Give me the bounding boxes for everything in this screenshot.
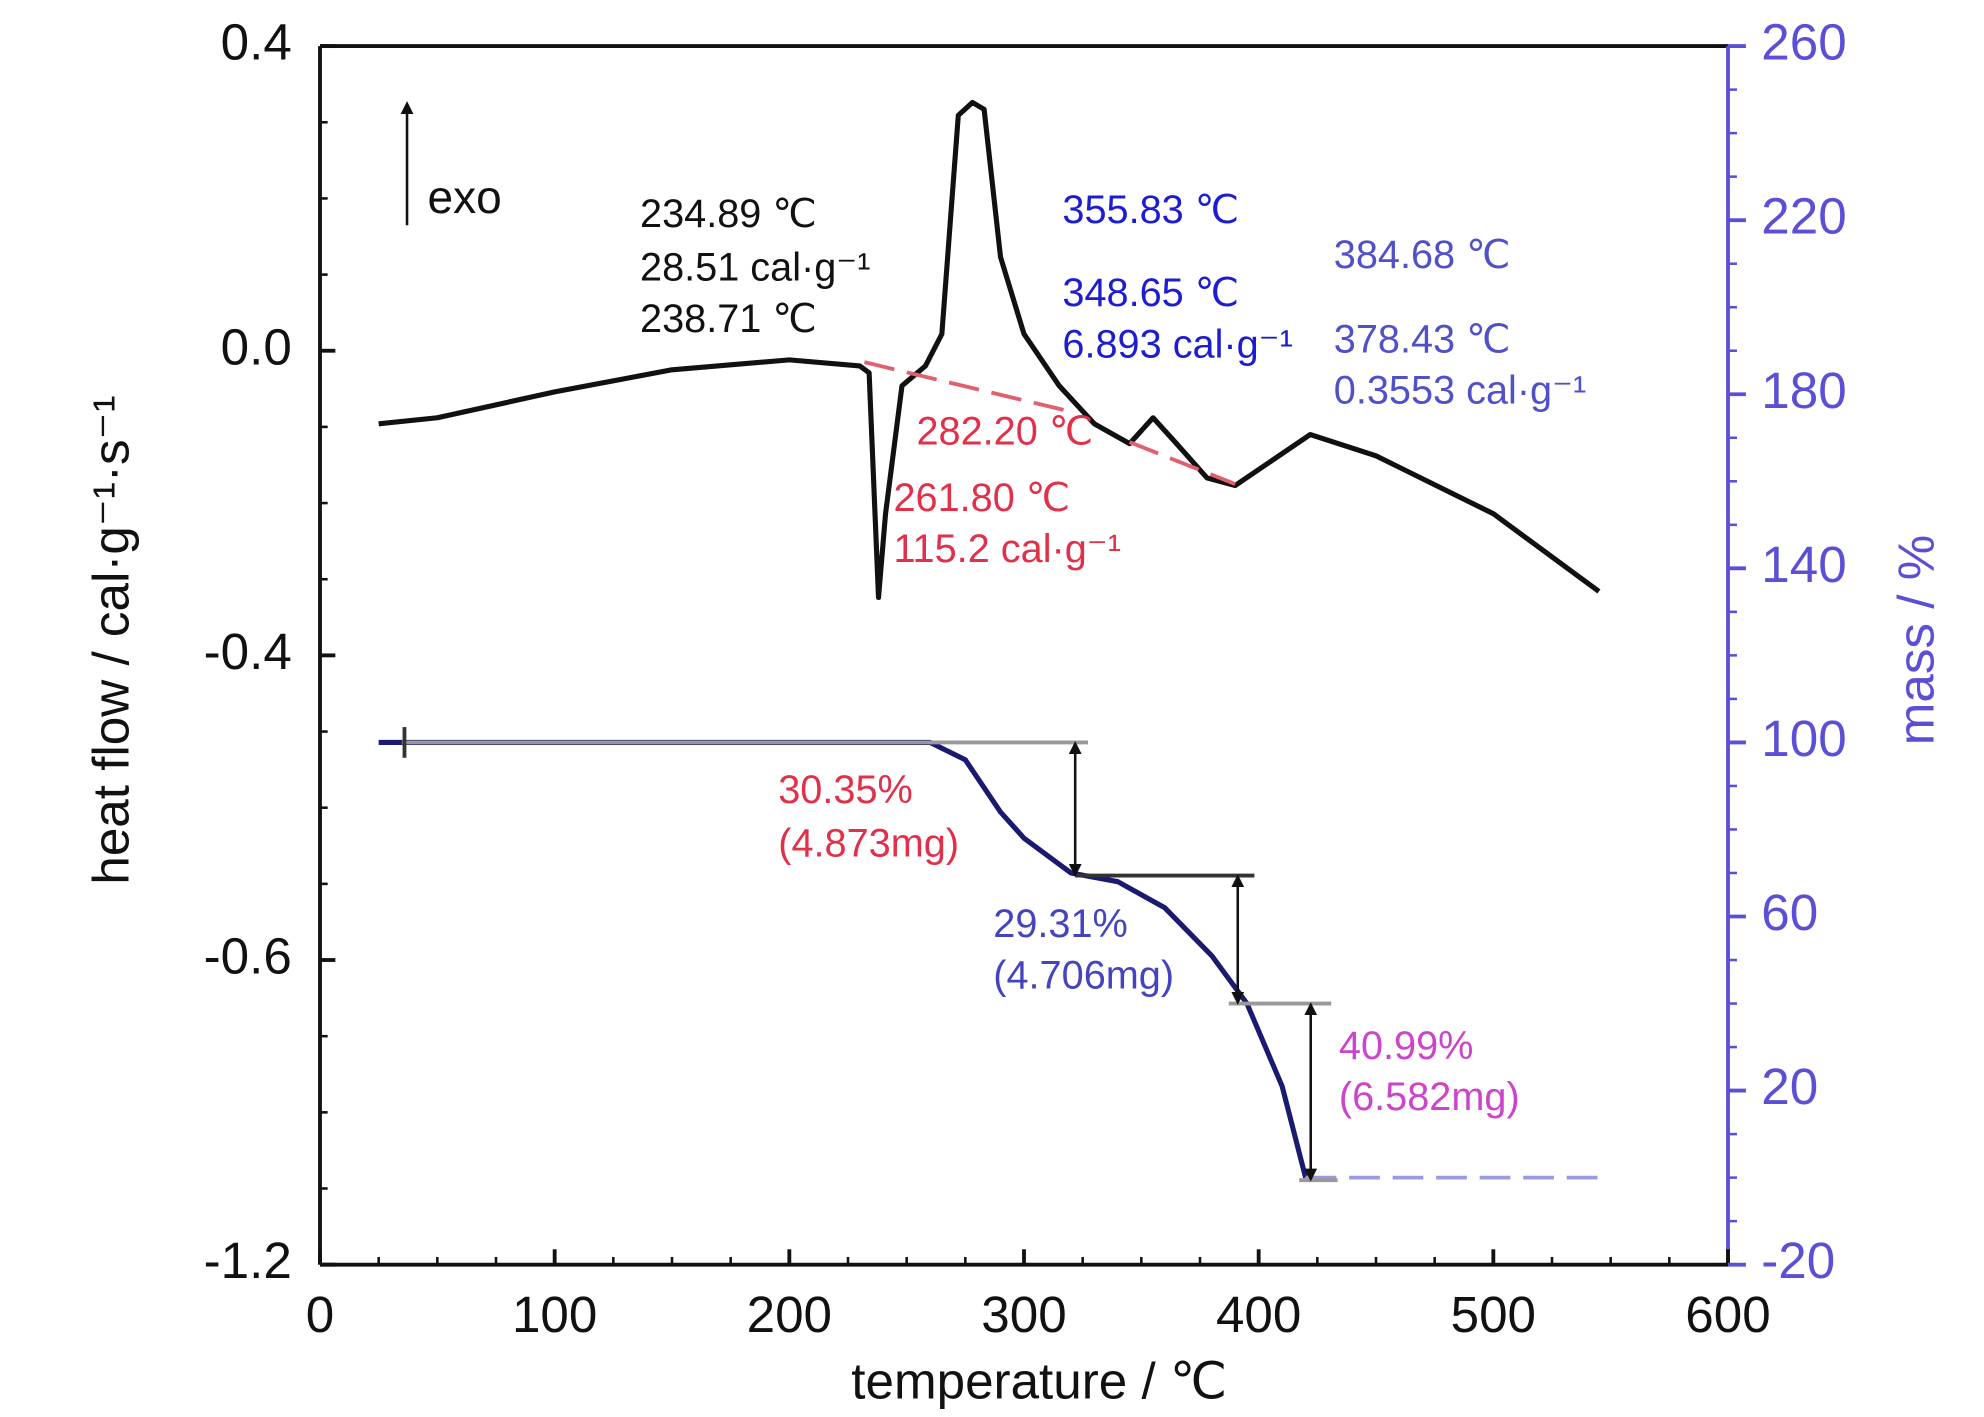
step-arrows [400, 101, 1318, 1182]
annotation: 115.2 cal·g⁻¹ [893, 527, 1120, 571]
y2-tick-label: 20 [1761, 1058, 1818, 1115]
y-tick-label: -0.4 [204, 623, 292, 680]
annotation: (6.582mg) [1339, 1075, 1520, 1119]
y2-tick-label: -20 [1761, 1232, 1835, 1289]
annotation: exo [428, 171, 502, 223]
y2-axis-title: mass / % [1888, 535, 1945, 745]
y-tick-label: -1.2 [204, 1232, 292, 1289]
x-axis-title: temperature / ℃ [851, 1352, 1227, 1409]
annotation: 234.89 ℃ [640, 192, 817, 236]
annotation: 30.35% [778, 768, 913, 812]
y-tick-label: 0.0 [221, 318, 292, 375]
annotation: 28.51 cal·g⁻¹ [640, 246, 870, 290]
x-tick-label: 0 [306, 1286, 334, 1343]
annotation: 378.43 ℃ [1334, 317, 1511, 361]
x-tick-label: 600 [1685, 1286, 1770, 1343]
y2-tick-label: 180 [1761, 362, 1846, 419]
y-tick-label: -0.6 [204, 928, 292, 985]
x-tick-label: 100 [512, 1286, 597, 1343]
data-line [378, 99, 1601, 601]
data-line [863, 360, 1236, 486]
y2-tick-label: 220 [1761, 188, 1846, 245]
annotation: 0.3553 cal·g⁻¹ [1334, 368, 1587, 412]
annotation: (4.706mg) [993, 953, 1174, 997]
annotation: 40.99% [1339, 1024, 1474, 1068]
annotation: 29.31% [993, 902, 1128, 946]
y2-tick-label: 260 [1761, 14, 1846, 71]
y2-tick-label: 100 [1761, 710, 1846, 767]
annotation: 355.83 ℃ [1062, 188, 1239, 232]
annotation: 384.68 ℃ [1334, 233, 1511, 277]
annotation: 348.65 ℃ [1062, 271, 1239, 315]
annotation: 6.893 cal·g⁻¹ [1062, 322, 1292, 366]
x-tick-label: 500 [1451, 1286, 1536, 1343]
y2-tick-label: 60 [1761, 884, 1818, 941]
x-tick-label: 200 [747, 1286, 832, 1343]
x-tick-label: 400 [1216, 1286, 1301, 1343]
annotation: (4.873mg) [778, 822, 959, 866]
annotation: 261.80 ℃ [893, 476, 1070, 520]
annotation: 238.71 ℃ [640, 297, 817, 341]
y-tick-label: 0.4 [221, 14, 292, 71]
y2-tick-label: 140 [1761, 536, 1846, 593]
y-axis-title: heat flow / cal·g⁻¹·s⁻¹ [83, 395, 140, 884]
x-tick-label: 300 [981, 1286, 1066, 1343]
annotation: 282.20 ℃ [916, 409, 1093, 453]
